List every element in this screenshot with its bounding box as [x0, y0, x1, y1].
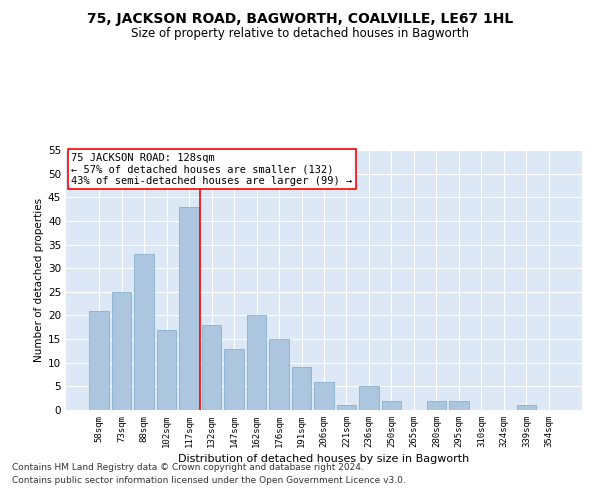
Text: 75 JACKSON ROAD: 128sqm
← 57% of detached houses are smaller (132)
43% of semi-d: 75 JACKSON ROAD: 128sqm ← 57% of detache…: [71, 152, 352, 186]
Bar: [449, 400, 469, 410]
Bar: [179, 206, 199, 410]
Bar: [112, 292, 131, 410]
Bar: [382, 400, 401, 410]
Text: Contains HM Land Registry data © Crown copyright and database right 2024.: Contains HM Land Registry data © Crown c…: [12, 464, 364, 472]
Text: Size of property relative to detached houses in Bagworth: Size of property relative to detached ho…: [131, 28, 469, 40]
Bar: [359, 386, 379, 410]
Bar: [247, 316, 266, 410]
Bar: [134, 254, 154, 410]
Bar: [269, 339, 289, 410]
Text: Contains public sector information licensed under the Open Government Licence v3: Contains public sector information licen…: [12, 476, 406, 485]
Bar: [517, 406, 536, 410]
Bar: [427, 400, 446, 410]
Bar: [314, 382, 334, 410]
Y-axis label: Number of detached properties: Number of detached properties: [34, 198, 44, 362]
Text: 75, JACKSON ROAD, BAGWORTH, COALVILLE, LE67 1HL: 75, JACKSON ROAD, BAGWORTH, COALVILLE, L…: [87, 12, 513, 26]
Bar: [337, 406, 356, 410]
Bar: [202, 325, 221, 410]
Bar: [157, 330, 176, 410]
X-axis label: Distribution of detached houses by size in Bagworth: Distribution of detached houses by size …: [178, 454, 470, 464]
Bar: [224, 348, 244, 410]
Bar: [89, 310, 109, 410]
Bar: [292, 368, 311, 410]
